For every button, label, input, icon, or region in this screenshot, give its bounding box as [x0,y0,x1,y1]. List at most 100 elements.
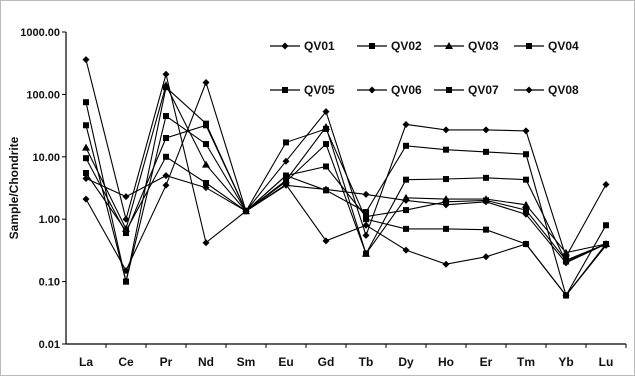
data-point-qv06 [362,190,370,198]
data-point-qv02 [363,209,369,216]
data-point-qv06 [402,196,410,204]
data-point-qv04 [443,176,449,183]
data-point-qv06 [122,193,130,201]
x-tick-label-eu: Eu [278,355,293,369]
data-point-qv07 [283,172,289,179]
legend-item-qv04: QV04 [514,39,579,53]
x-tick-label-ho: Ho [438,355,454,369]
legend-item-qv07: QV07 [434,83,499,97]
data-point-qv01 [162,70,170,78]
y-tick-label: 100.00 [26,89,60,101]
legend-item-qv06: QV06 [357,83,422,97]
legend-item-qv08: QV08 [514,83,579,97]
data-point-qv04 [163,113,169,120]
legend-label: QV07 [468,83,499,97]
data-point-qv07 [163,153,169,160]
data-point-qv04 [523,176,529,183]
data-point-qv02 [83,99,89,106]
series-line-qv03 [85,83,607,255]
legend-item-qv05: QV05 [270,83,335,97]
data-point-qv02 [443,146,449,153]
series-line-qv04 [85,115,607,282]
data-point-qv03 [562,248,570,256]
data-point-qv05 [443,225,449,232]
data-point-qv07 [443,198,449,205]
data-point-qv01 [82,56,90,64]
series-qv01 [82,56,610,261]
legend-label: QV02 [391,39,422,53]
data-point-qv01 [362,231,370,239]
data-point-qv08 [362,221,370,229]
data-point-qv03 [82,143,90,151]
legend: QV01 QV02 QV03 QV04 QV05 QV06 QV07 QV08 [270,39,579,97]
data-point-qv05 [483,226,489,233]
legend-label: QV03 [468,39,499,53]
legend-label: QV04 [548,39,579,53]
data-point-qv01 [442,126,450,134]
data-point-qv01 [322,108,330,116]
legend-marker [281,42,289,50]
legend-label: QV01 [304,39,335,53]
x-tick-label-la: La [79,355,93,369]
data-point-qv01 [202,239,210,247]
data-point-qv08 [202,79,210,87]
data-point-qv08 [522,240,530,248]
data-point-qv02 [523,151,529,158]
x-tick-label-gd: Gd [318,355,335,369]
data-point-qv05 [163,135,169,142]
series-qv06 [82,172,610,267]
data-point-qv05 [403,225,409,232]
x-tick-label-nd: Nd [198,355,214,369]
data-point-qv07 [483,197,489,204]
data-point-qv08 [282,180,290,188]
legend-label: QV05 [304,83,335,97]
legend-item-qv01: QV01 [270,39,335,53]
legend-marker [446,87,452,93]
data-point-qv05 [203,122,209,129]
x-tick-label-er: Er [480,355,493,369]
series-line-qv02 [85,86,607,297]
legend-marker [526,43,532,49]
legend-marker [445,42,453,49]
x-tick-label-ce: Ce [118,355,134,369]
legend-marker [525,86,533,94]
data-point-qv04 [363,250,369,257]
y-tick-label: 0.01 [39,339,60,351]
legend-item-qv03: QV03 [434,39,499,53]
y-tick-label: 1000.00 [20,27,60,39]
data-point-qv08 [322,237,330,245]
data-point-qv02 [403,142,409,149]
data-point-qv03 [522,200,530,208]
series-line-qv05 [85,124,607,297]
data-point-qv06 [162,172,170,180]
data-point-qv08 [402,246,410,254]
series-layer [82,56,610,299]
legend-marker [368,86,376,94]
x-tick-label-dy: Dy [398,355,414,369]
data-point-qv01 [522,127,530,135]
data-point-qv03 [162,81,170,89]
legend-label: QV08 [548,83,579,97]
data-point-qv05 [283,139,289,146]
x-tick-label-pr: Pr [160,355,173,369]
x-tick-label-tm: Tm [517,355,535,369]
series-line-qv08 [85,80,607,297]
legend-item-qv02: QV02 [357,39,422,53]
data-point-qv01 [282,157,290,165]
data-point-qv07 [563,257,569,264]
data-point-qv07 [323,163,329,170]
data-point-qv08 [442,260,450,268]
data-point-qv04 [83,122,89,129]
y-tick-label: 0.10 [39,277,60,289]
x-tick-label-yb: Yb [558,355,573,369]
data-point-qv05 [603,222,609,229]
data-point-qv07 [83,170,89,177]
x-tick-label-lu: Lu [599,355,614,369]
data-point-qv07 [123,227,129,234]
series-qv08 [82,79,610,299]
data-point-qv04 [483,174,489,181]
legend-marker [369,43,375,49]
data-point-qv02 [483,148,489,155]
data-point-qv08 [242,207,250,215]
